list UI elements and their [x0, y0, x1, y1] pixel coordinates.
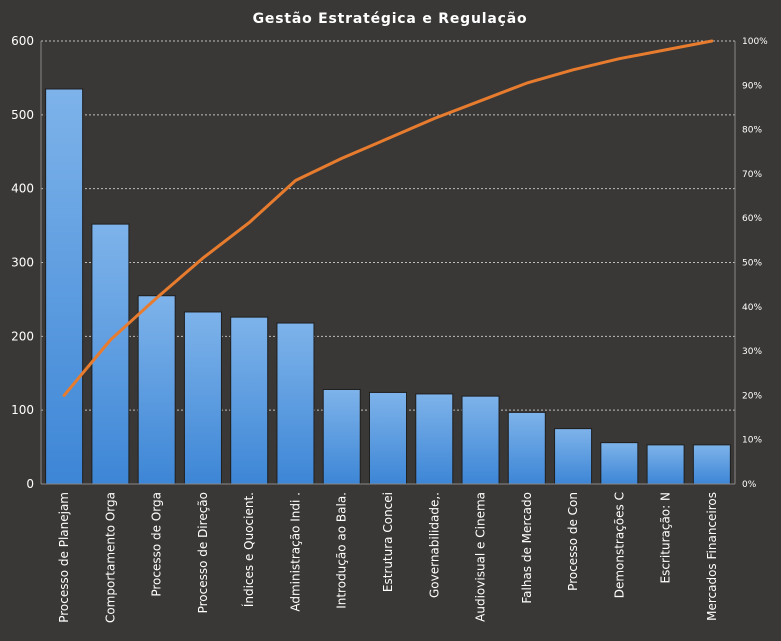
left-tick-label: 400 [11, 182, 34, 196]
bar [646, 444, 685, 485]
bar-series [45, 88, 731, 485]
category-label: Administração Indi . [289, 492, 303, 612]
category-label: Falhas de Mercado [520, 492, 534, 604]
right-tick-label: 40% [742, 303, 762, 313]
category-label: Introdução ao Bala. [335, 492, 349, 609]
category-label: Índices e Quocient. [241, 492, 256, 607]
chart-title: Gestão Estratégica e Regulação [253, 11, 528, 27]
right-tick-label: 100% [742, 37, 768, 47]
bar [45, 88, 84, 485]
category-label: Comportamento Orga [103, 492, 117, 623]
category-label: Processo de Direção [196, 492, 210, 613]
bar [230, 316, 269, 485]
right-axis: 0% 10% 20% 30% 40% 50% 60% 70% 80% 90% 100% [734, 37, 768, 490]
category-labels: Processo de Planejam Comportamento Orga Pr… [57, 492, 719, 623]
bar [507, 411, 546, 485]
bar [692, 444, 731, 485]
category-label: Audiovisual e Cinema [474, 492, 488, 622]
right-tick-label: 10% [742, 436, 762, 446]
left-axis: 0 100 200 300 400 500 600 [11, 34, 735, 491]
right-tick-label: 0% [742, 480, 757, 490]
category-label: Mercados Financeiros [705, 492, 719, 621]
left-tick-label: 100 [11, 403, 34, 417]
left-tick-label: 500 [11, 108, 34, 122]
left-tick-label: 300 [11, 256, 34, 270]
bar [322, 388, 361, 485]
right-tick-label: 20% [742, 391, 762, 401]
right-tick-label: 70% [742, 170, 762, 180]
left-tick-label: 0 [26, 477, 34, 491]
category-label: Governabilidade,. [427, 492, 441, 598]
left-tick-label: 200 [11, 329, 34, 343]
category-label: Processo de Orga [150, 492, 164, 597]
right-tick-label: 80% [742, 126, 762, 136]
bar [554, 428, 593, 485]
bar [368, 391, 408, 485]
right-tick-label: 50% [742, 259, 762, 269]
category-label: Escrituração: N [659, 492, 673, 583]
bar [415, 393, 454, 485]
right-tick-label: 90% [742, 81, 762, 91]
right-tick-label: 60% [742, 214, 762, 224]
category-label: Processo de Con [566, 492, 580, 591]
bar [137, 295, 176, 485]
category-label: Processo de Planejam [57, 492, 71, 623]
category-label: Demonstrações C [612, 492, 626, 598]
category-label: Estrutura Concei [381, 492, 395, 592]
bar [183, 311, 222, 485]
cumulative-line [62, 39, 714, 397]
bar [600, 442, 639, 485]
bar [461, 395, 500, 485]
right-tick-label: 30% [742, 347, 762, 357]
bar [276, 322, 315, 485]
left-tick-label: 600 [11, 34, 34, 48]
cumulative-line-series [62, 39, 714, 397]
